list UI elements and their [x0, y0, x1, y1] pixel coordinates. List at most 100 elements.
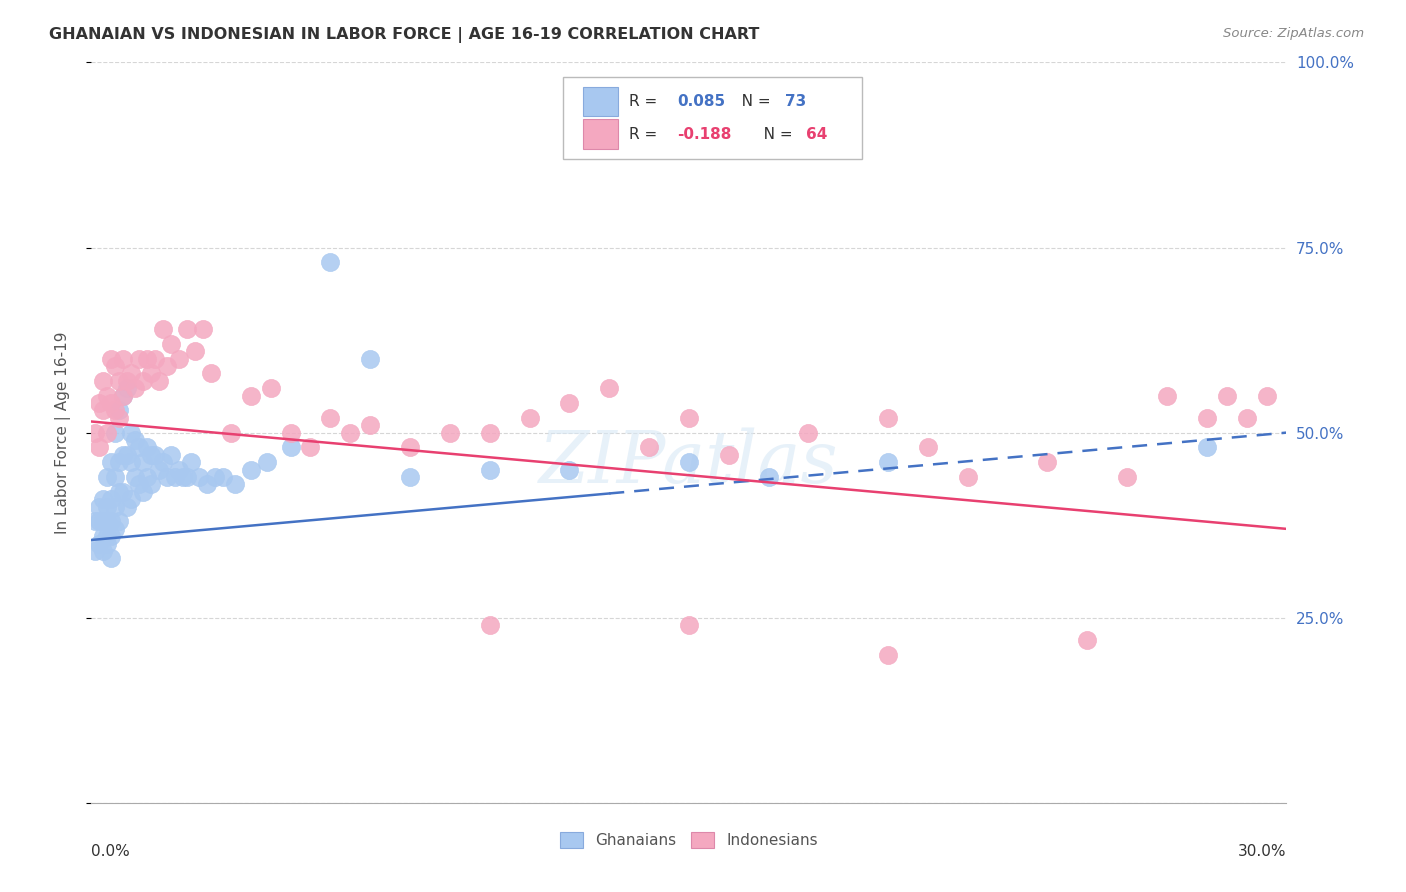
Point	[124, 433, 146, 447]
Point	[112, 388, 135, 402]
Text: 0.0%: 0.0%	[91, 844, 131, 858]
Point	[160, 448, 183, 462]
Point	[136, 351, 159, 366]
Point	[100, 455, 122, 469]
Point	[717, 448, 740, 462]
Point	[89, 515, 111, 529]
Point	[108, 410, 131, 425]
Point	[1215, 388, 1237, 402]
Point	[598, 381, 620, 395]
Point	[120, 425, 142, 440]
Text: GHANAIAN VS INDONESIAN IN LABOR FORCE | AGE 16-19 CORRELATION CHART: GHANAIAN VS INDONESIAN IN LABOR FORCE | …	[49, 27, 759, 43]
Point	[439, 425, 461, 440]
Point	[93, 403, 115, 417]
Point	[93, 492, 115, 507]
Text: N =: N =	[748, 127, 797, 142]
Point	[93, 374, 115, 388]
Point	[112, 448, 135, 462]
Point	[167, 462, 190, 476]
Point	[280, 441, 302, 455]
Point	[108, 455, 131, 469]
Point	[108, 403, 131, 417]
Point	[1036, 455, 1059, 469]
FancyBboxPatch shape	[564, 78, 862, 159]
Point	[1236, 410, 1258, 425]
Point	[93, 544, 115, 558]
Point	[104, 425, 127, 440]
Point	[96, 500, 118, 514]
Point	[478, 425, 501, 440]
Point	[128, 441, 150, 455]
Point	[877, 410, 900, 425]
Point	[156, 470, 179, 484]
Point	[188, 470, 211, 484]
Point	[89, 396, 111, 410]
Point	[678, 455, 700, 469]
Point	[259, 381, 281, 395]
Point	[104, 470, 127, 484]
Point	[128, 351, 150, 366]
Point	[120, 455, 142, 469]
Point	[128, 477, 150, 491]
Point	[176, 322, 198, 336]
Point	[200, 367, 222, 381]
Text: N =: N =	[727, 95, 776, 109]
Text: Source: ZipAtlas.com: Source: ZipAtlas.com	[1223, 27, 1364, 40]
Point	[100, 396, 122, 410]
Point	[96, 529, 118, 543]
Point	[678, 410, 700, 425]
Point	[93, 529, 115, 543]
Point	[136, 441, 159, 455]
Point	[84, 425, 107, 440]
Point	[104, 500, 127, 514]
Point	[280, 425, 302, 440]
Point	[132, 484, 155, 499]
Point	[96, 536, 118, 550]
Text: R =: R =	[630, 127, 662, 142]
Point	[89, 536, 111, 550]
Point	[89, 500, 111, 514]
Point	[108, 515, 131, 529]
Point	[558, 462, 581, 476]
Point	[180, 455, 202, 469]
Point	[148, 462, 170, 476]
Point	[167, 351, 190, 366]
Point	[93, 515, 115, 529]
Text: 30.0%: 30.0%	[1239, 844, 1286, 858]
Point	[172, 470, 194, 484]
Point	[239, 388, 262, 402]
Point	[120, 367, 142, 381]
Point	[115, 374, 138, 388]
Point	[96, 470, 118, 484]
Point	[558, 396, 581, 410]
Point	[100, 492, 122, 507]
Point	[1116, 470, 1139, 484]
Point	[339, 425, 361, 440]
Point	[956, 470, 979, 484]
Point	[163, 470, 186, 484]
Point	[100, 551, 122, 566]
Point	[124, 381, 146, 395]
Point	[1195, 410, 1218, 425]
Point	[96, 515, 118, 529]
Point	[115, 381, 138, 395]
Point	[141, 367, 162, 381]
Point	[195, 477, 218, 491]
Point	[100, 351, 122, 366]
Point	[112, 351, 135, 366]
Y-axis label: In Labor Force | Age 16-19: In Labor Force | Age 16-19	[55, 331, 70, 534]
Point	[319, 410, 342, 425]
Point	[1195, 441, 1218, 455]
Point	[1256, 388, 1278, 402]
Point	[211, 470, 233, 484]
Point	[104, 403, 127, 417]
Point	[115, 448, 138, 462]
Point	[224, 477, 246, 491]
Point	[359, 418, 381, 433]
Point	[758, 470, 780, 484]
Point	[115, 500, 138, 514]
Point	[141, 477, 162, 491]
Point	[797, 425, 820, 440]
Point	[519, 410, 541, 425]
Point	[84, 544, 107, 558]
